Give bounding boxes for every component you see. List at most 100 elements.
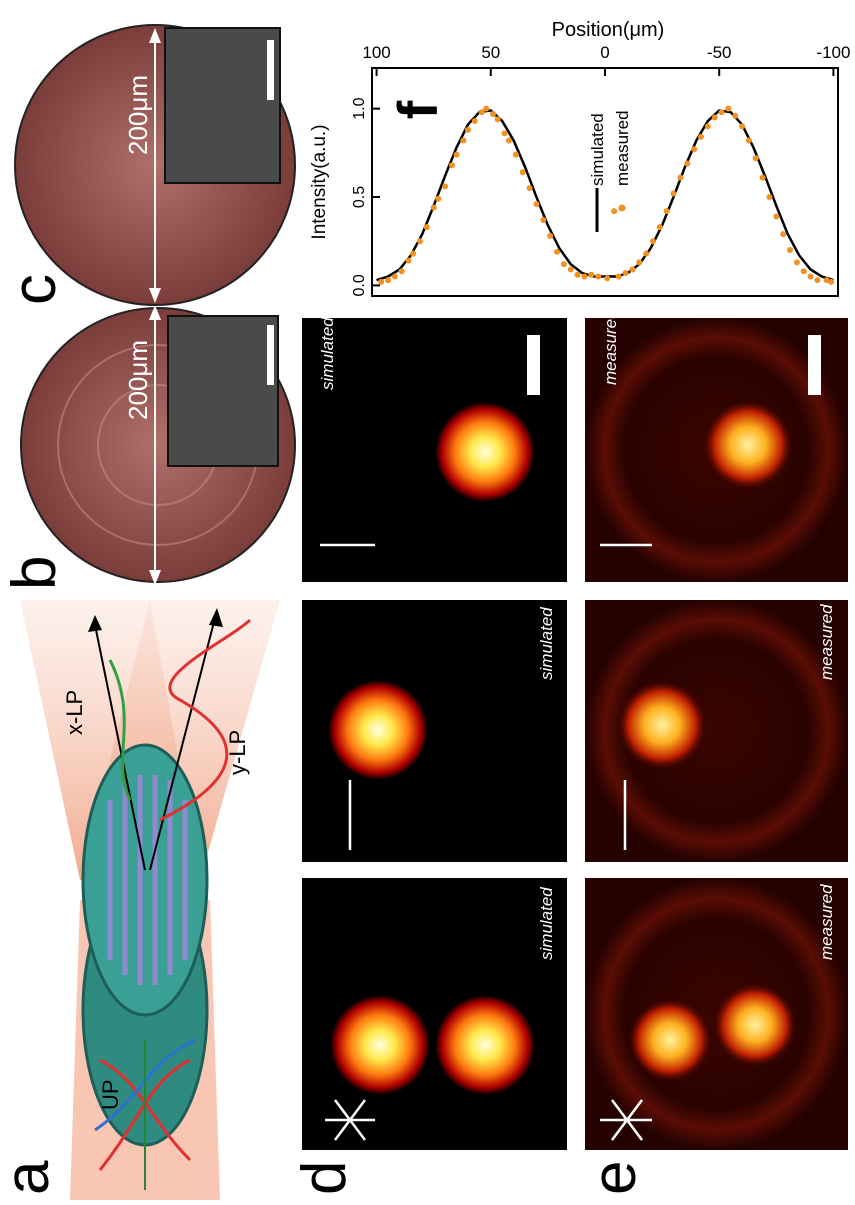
panel-c: 200μm c <box>0 24 296 306</box>
data-point <box>506 137 513 144</box>
data-point <box>378 278 385 285</box>
data-point <box>800 268 807 275</box>
panel-b: 200μm b <box>0 305 296 590</box>
data-point <box>416 238 423 245</box>
data-point <box>745 137 752 144</box>
data-point <box>483 105 490 112</box>
scale-label: 200μm <box>123 340 153 420</box>
legend-label: measured <box>613 110 632 186</box>
panel-text: simulated <box>537 607 556 680</box>
panel-text: measured <box>601 309 620 385</box>
panel-label: a <box>0 1160 62 1195</box>
panel-e: measured measured measured e <box>580 309 848 1195</box>
y-tick-label: 0.5 <box>351 186 368 208</box>
data-point <box>629 266 636 273</box>
data-point <box>442 183 449 190</box>
panel-label: b <box>0 556 69 590</box>
data-point <box>636 259 643 266</box>
data-point <box>656 224 663 231</box>
data-point <box>697 133 704 140</box>
data-point <box>684 160 691 167</box>
data-point <box>435 195 442 202</box>
data-point <box>691 146 698 153</box>
data-point <box>718 109 725 116</box>
y-tick-label: 0.0 <box>351 274 368 296</box>
data-point <box>448 162 455 169</box>
panel-text: simulated <box>537 887 556 960</box>
data-point <box>759 174 766 181</box>
data-point <box>410 250 417 257</box>
data-point <box>533 201 540 208</box>
data-point <box>766 194 773 201</box>
x-tick-label: 50 <box>481 43 500 62</box>
data-point <box>391 273 398 280</box>
panel-text: measured <box>817 884 836 960</box>
panel-label: d <box>290 1161 359 1195</box>
legend-swatch <box>618 204 626 212</box>
data-point <box>814 277 821 284</box>
data-point <box>595 273 602 280</box>
data-point <box>828 278 835 285</box>
data-point <box>453 151 460 158</box>
data-point <box>574 271 581 278</box>
data-point <box>560 261 567 268</box>
data-point <box>490 110 497 117</box>
data-point <box>547 232 554 239</box>
data-point <box>588 271 595 278</box>
data-point <box>823 277 830 284</box>
data-point <box>501 130 508 137</box>
data-point <box>649 238 656 245</box>
data-point <box>494 116 501 123</box>
data-point <box>752 155 759 162</box>
data-point <box>787 247 794 254</box>
legend-label: simulated <box>588 113 607 186</box>
data-point <box>430 204 437 211</box>
panel-a: UP x-LP y-LP a <box>0 600 280 1200</box>
x-tick-label: -100 <box>816 43 850 62</box>
data-point <box>643 250 650 257</box>
x-tick-label: -50 <box>707 43 732 62</box>
data-point <box>739 123 746 130</box>
data-point <box>405 257 412 264</box>
panel-label: c <box>0 274 69 305</box>
data-point <box>773 213 780 220</box>
data-point <box>793 259 800 266</box>
data-point <box>670 190 677 197</box>
panel-d: simulated simulated simulated d <box>290 317 567 1195</box>
data-point <box>807 273 814 280</box>
data-point <box>780 231 787 238</box>
data-point <box>725 105 732 112</box>
data-point <box>423 224 430 231</box>
data-point <box>711 114 718 121</box>
data-point <box>512 151 519 158</box>
x-tick-label: 0 <box>600 43 609 62</box>
label-xlp: x-LP <box>62 690 87 735</box>
x-axis-title: Position(μm) <box>552 19 665 41</box>
data-point <box>677 174 684 181</box>
x-tick-label: 100 <box>362 43 390 62</box>
scale-label: 200μm <box>123 75 153 155</box>
data-point <box>398 268 405 275</box>
data-point <box>554 248 561 255</box>
data-point <box>604 275 611 282</box>
data-point <box>540 217 547 223</box>
panel-label: e <box>580 1161 649 1195</box>
data-point <box>526 185 533 192</box>
panel-label: f <box>386 100 449 119</box>
data-point <box>622 270 629 277</box>
data-point <box>464 126 471 133</box>
data-point <box>581 273 588 280</box>
data-point <box>732 112 739 119</box>
y-axis-title: Intensity(a.u.) <box>309 124 330 239</box>
label-ylp: y-LP <box>225 730 250 775</box>
panel-f: Position(μm) Intensity(a.u.) f 100 50 0 -50… <box>309 19 850 297</box>
data-point <box>384 277 391 284</box>
data-point <box>478 109 485 116</box>
data-point <box>460 137 467 144</box>
data-point <box>611 208 618 215</box>
data-point <box>704 123 711 130</box>
data-point <box>567 266 574 273</box>
data-point <box>663 208 670 215</box>
panel-text: simulated <box>318 317 337 390</box>
